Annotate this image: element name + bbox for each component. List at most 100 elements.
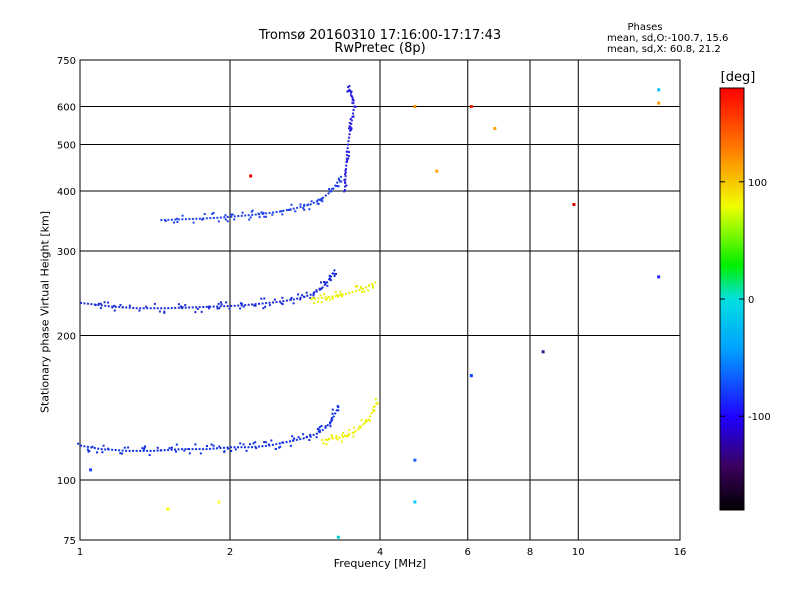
trace-point: [331, 296, 334, 299]
trace-point: [345, 150, 348, 153]
trace-point: [347, 155, 350, 158]
trace-point: [249, 216, 252, 219]
trace-point: [264, 305, 267, 308]
trace-point: [279, 445, 282, 448]
trace-point: [218, 307, 221, 310]
trace-point: [319, 294, 322, 297]
trace-point: [113, 304, 116, 307]
y-tick-label: 600: [57, 103, 76, 114]
trace-point: [344, 173, 347, 176]
scatter-point: [541, 350, 545, 354]
trace-point: [274, 447, 277, 450]
x-tick-label: 10: [572, 547, 585, 558]
trace-point: [253, 304, 256, 307]
trace-point: [308, 208, 311, 211]
scatter-point: [657, 101, 661, 105]
trace-point: [86, 448, 89, 451]
trace-point: [175, 450, 177, 453]
trace-point: [344, 169, 347, 172]
trace-point: [177, 303, 180, 306]
trace-point: [313, 302, 316, 304]
trace-point: [352, 115, 355, 118]
trace-point: [223, 450, 226, 453]
chart-title: Tromsø 20160310 17:16:00-17:17:43: [258, 28, 502, 43]
trace-point: [145, 305, 148, 308]
trace-point: [144, 445, 147, 448]
trace-point: [264, 441, 267, 444]
trace-point: [187, 448, 190, 450]
trace-point: [358, 425, 361, 428]
trace-point: [329, 421, 332, 424]
trace-point: [326, 439, 329, 441]
trace-point: [255, 447, 258, 450]
trace-point: [323, 293, 326, 296]
trace-point: [329, 277, 332, 280]
trace-point: [368, 419, 371, 422]
trace-point: [299, 203, 302, 206]
trace-point: [333, 275, 336, 277]
trace-point: [297, 293, 300, 296]
trace-point: [318, 287, 321, 290]
trace-point: [183, 449, 186, 452]
trace-point: [163, 310, 166, 313]
trace-point: [317, 430, 320, 433]
trace-point: [281, 213, 284, 216]
trace-point: [335, 273, 337, 275]
trace-line: [321, 400, 379, 442]
trace-point: [329, 279, 332, 282]
y-tick-label: 100: [57, 476, 76, 487]
trace-point: [315, 289, 318, 292]
trace-point: [363, 290, 366, 293]
trace-point: [245, 449, 248, 452]
trace-point: [356, 285, 359, 288]
trace-point: [257, 212, 260, 215]
trace-point: [281, 303, 284, 306]
trace-point: [127, 446, 130, 449]
trace-point: [352, 99, 355, 102]
trace-point: [344, 181, 346, 184]
trace-point: [367, 289, 370, 292]
scatter-point: [413, 500, 417, 504]
trace-point: [290, 296, 293, 299]
trace-point: [96, 451, 98, 454]
trace-point: [348, 429, 351, 432]
trace-point: [168, 447, 171, 450]
trace-point: [305, 291, 308, 294]
trace-point: [303, 296, 306, 298]
trace-point: [307, 203, 310, 206]
trace-point: [328, 298, 331, 301]
trace-point: [342, 431, 345, 434]
trace-point: [249, 443, 251, 446]
trace-point: [207, 305, 210, 308]
scatter-point: [336, 535, 340, 539]
trace-point: [263, 215, 266, 218]
x-tick-label: 16: [674, 547, 687, 558]
trace-point: [305, 435, 308, 438]
trace-point: [294, 210, 297, 213]
colorbar-tick-label: -100: [748, 412, 771, 423]
trace-line: [160, 175, 343, 222]
scatter-point: [166, 507, 170, 511]
trace-point: [330, 418, 333, 421]
trace-point: [337, 295, 340, 298]
trace-point: [220, 303, 223, 306]
trace-point: [309, 297, 312, 299]
y-tick-label: 300: [57, 247, 76, 258]
trace-point: [364, 419, 367, 422]
trace-point: [353, 105, 356, 108]
trace-point: [201, 218, 204, 221]
trace-point: [351, 97, 354, 100]
trace-point: [280, 302, 283, 305]
trace-point: [330, 420, 333, 423]
trace-point: [339, 290, 342, 293]
trace-point: [231, 213, 234, 216]
trace-point: [348, 125, 351, 128]
trace-point: [107, 301, 110, 304]
trace-point: [217, 302, 220, 305]
trace-point: [158, 310, 161, 313]
trace-point: [374, 281, 377, 284]
trace-point: [268, 304, 271, 307]
trace-point: [361, 290, 363, 293]
trace-point: [346, 160, 348, 163]
y-tick-label: 500: [57, 141, 76, 152]
